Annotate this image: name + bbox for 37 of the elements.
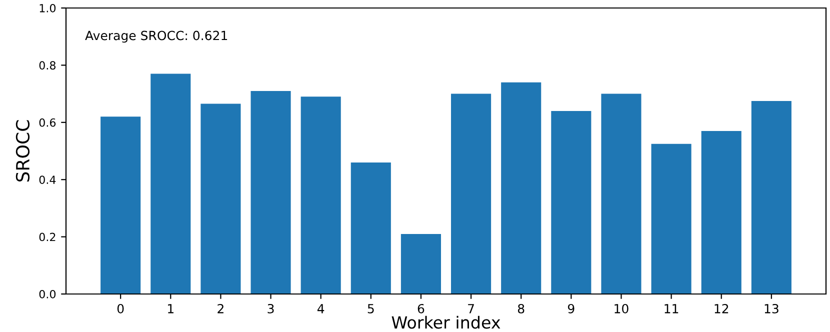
y-axis-title: SROCC [16,120,30,182]
bar [200,104,241,294]
x-tick-label: 10 [614,304,628,314]
x-tick-label: 12 [714,304,728,314]
y-tick-label: 0.6 [39,118,56,127]
x-tick-label: 11 [664,304,678,314]
bar [601,94,642,294]
bar [300,96,341,294]
annotation: Average SROCC: 0.621 [85,30,228,43]
bar [400,234,441,294]
bar [250,90,291,294]
bar [701,130,742,294]
x-axis-title: Worker index [392,316,500,329]
bar [350,162,391,294]
x-tick-label: 1 [168,304,174,314]
x-tick-label: 3 [268,304,274,314]
x-tick-label: 4 [317,304,324,314]
bar [451,94,492,294]
x-tick-label: 8 [518,304,524,314]
x-tick-label: 5 [368,304,374,314]
x-tick-label: 7 [468,304,474,314]
bar [100,116,141,294]
bar [751,100,792,294]
y-tick-label: 0.4 [39,176,56,184]
bar [501,82,542,294]
x-tick-label: 6 [418,304,424,314]
bar [150,74,191,294]
y-tick-label: 0.0 [39,290,56,298]
y-tick-label: 0.8 [39,61,56,70]
bar [551,110,592,294]
x-tick-label: 0 [117,304,124,314]
y-tick-label: 0.2 [39,232,56,242]
y-tick-label: 1.0 [40,4,56,12]
bar [651,144,692,294]
x-tick-label: 2 [218,304,224,314]
x-tick-label: 9 [568,304,574,314]
x-tick-label: 13 [764,304,778,314]
